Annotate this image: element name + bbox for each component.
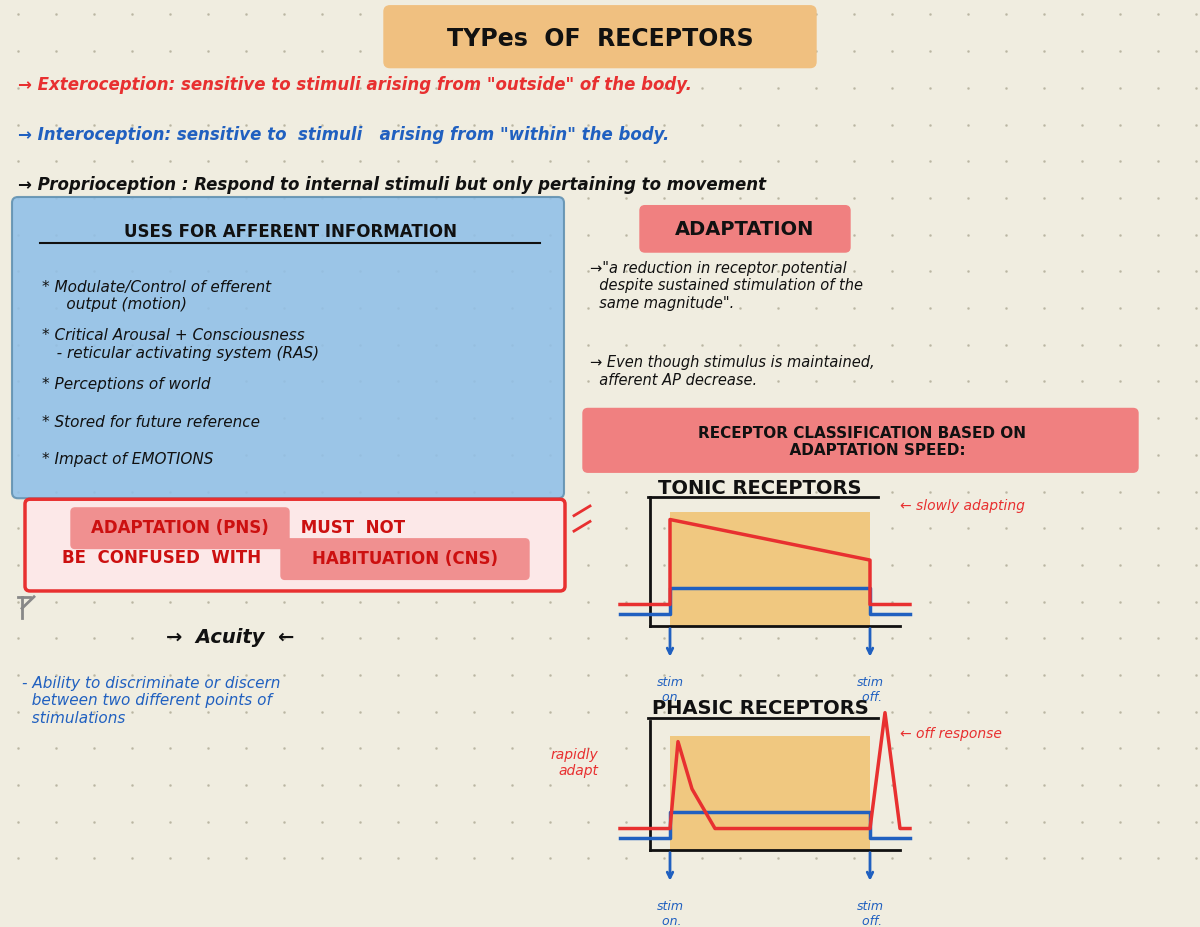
- Text: → Proprioception : Respond to internal stimuli but only pertaining to movement: → Proprioception : Respond to internal s…: [18, 176, 766, 195]
- Text: - Ability to discriminate or discern
  between two different points of
  stimula: - Ability to discriminate or discern bet…: [22, 676, 281, 726]
- FancyBboxPatch shape: [71, 508, 289, 549]
- Text: ← off response: ← off response: [900, 727, 1002, 741]
- Text: → Exteroception: sensitive to stimuli arising from "outside" of the body.: → Exteroception: sensitive to stimuli ar…: [18, 76, 692, 94]
- Text: * Modulate/Control of efferent
     output (motion): * Modulate/Control of efferent output (m…: [42, 280, 271, 312]
- FancyBboxPatch shape: [12, 197, 564, 499]
- Text: HABITUATION (CNS): HABITUATION (CNS): [312, 550, 498, 568]
- Text: rapidly
adapt: rapidly adapt: [551, 748, 598, 778]
- FancyBboxPatch shape: [281, 539, 529, 579]
- Text: * Critical Arousal + Consciousness
   - reticular activating system (RAS): * Critical Arousal + Consciousness - ret…: [42, 328, 319, 361]
- FancyBboxPatch shape: [640, 206, 850, 252]
- Text: → Even though stimulus is maintained,
  afferent AP decrease.: → Even though stimulus is maintained, af…: [590, 355, 875, 387]
- Text: stim
 on.: stim on.: [656, 676, 684, 704]
- Text: USES FOR AFFERENT INFORMATION: USES FOR AFFERENT INFORMATION: [124, 222, 456, 241]
- Text: ADAPTATION: ADAPTATION: [676, 221, 815, 239]
- Text: TYPes  OF  RECEPTORS: TYPes OF RECEPTORS: [446, 27, 754, 51]
- Bar: [670, 512, 870, 626]
- Text: RECEPTOR CLASSIFICATION BASED ON
      ADAPTATION SPEED:: RECEPTOR CLASSIFICATION BASED ON ADAPTAT…: [698, 426, 1026, 459]
- Text: stim
 off.: stim off.: [857, 900, 883, 927]
- Bar: [670, 736, 870, 850]
- Text: →  Acuity  ←: → Acuity ←: [166, 628, 294, 647]
- Text: ← slowly adapting: ← slowly adapting: [900, 499, 1025, 513]
- Text: PHASIC RECEPTORS: PHASIC RECEPTORS: [652, 699, 869, 718]
- Text: * Impact of EMOTIONS: * Impact of EMOTIONS: [42, 452, 214, 467]
- FancyBboxPatch shape: [384, 6, 816, 68]
- Text: ADAPTATION (PNS): ADAPTATION (PNS): [91, 519, 269, 538]
- FancyBboxPatch shape: [25, 500, 565, 591]
- Text: MUST  NOT: MUST NOT: [295, 519, 406, 538]
- Text: TONIC RECEPTORS: TONIC RECEPTORS: [659, 479, 862, 498]
- Text: stim
 on.: stim on.: [656, 900, 684, 927]
- Text: → Interoception: sensitive to  stimuli   arising from "within" the body.: → Interoception: sensitive to stimuli ar…: [18, 126, 670, 145]
- Text: stim
 off.: stim off.: [857, 676, 883, 704]
- Text: →"a reduction in receptor potential
  despite sustained stimulation of the
  sam: →"a reduction in receptor potential desp…: [590, 260, 863, 311]
- FancyBboxPatch shape: [583, 409, 1138, 472]
- Text: * Perceptions of world: * Perceptions of world: [42, 376, 210, 391]
- Text: * Stored for future reference: * Stored for future reference: [42, 415, 260, 430]
- Text: BE  CONFUSED  WITH: BE CONFUSED WITH: [62, 549, 266, 567]
